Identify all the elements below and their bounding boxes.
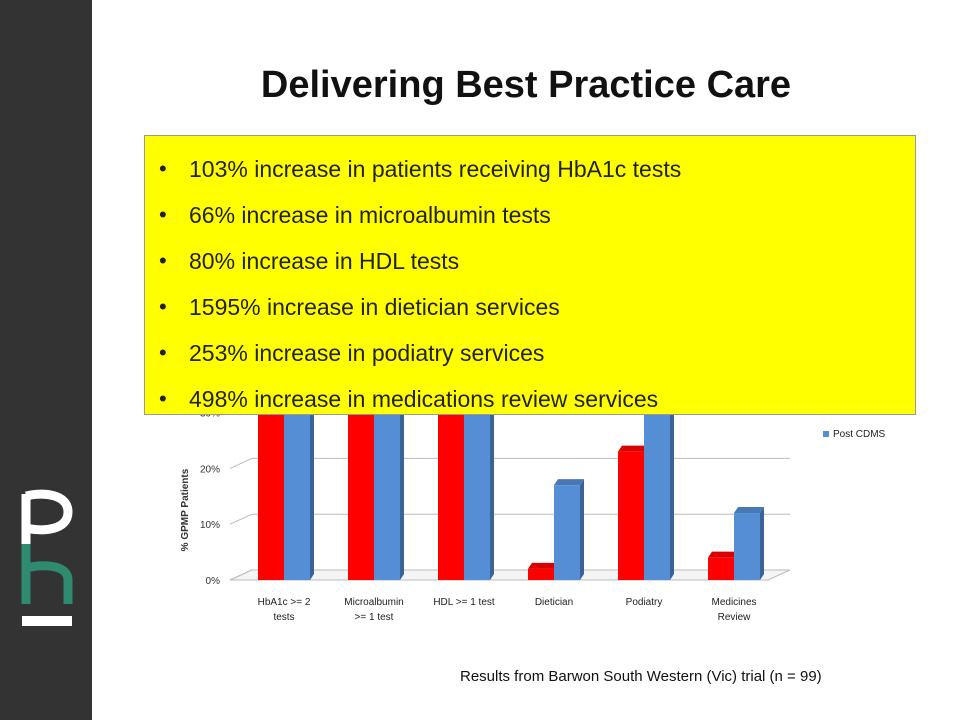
highlights-list: 103% increase in patients receiving HbA1… <box>145 136 915 422</box>
x-tick-label: >= 1 test <box>355 612 394 623</box>
bar <box>708 557 734 580</box>
gridline <box>229 513 253 525</box>
highlight-item: 80% increase in HDL tests <box>159 238 915 284</box>
slide-title: Delivering Best Practice Care <box>260 64 792 106</box>
bar-top <box>734 507 764 514</box>
bar-top <box>618 445 648 452</box>
x-tick-label: HbA1c >= 2 <box>258 597 311 608</box>
x-tick-label: Microalbumin <box>344 597 403 608</box>
x-tick-label: Review <box>718 612 752 623</box>
highlight-item: 103% increase in patients receiving HbA1… <box>159 146 915 192</box>
y-tick-label: 10% <box>200 520 220 531</box>
bar-top <box>528 562 558 569</box>
x-tick-label: tests <box>273 612 294 623</box>
highlight-item: 253% increase in podiatry services <box>159 330 915 376</box>
gridline <box>229 457 253 469</box>
highlight-item: 66% increase in microalbumin tests <box>159 192 915 238</box>
highlight-item: 498% increase in medications review serv… <box>159 376 915 422</box>
highlights-callout: 103% increase in patients receiving HbA1… <box>144 135 916 422</box>
sidebar <box>0 0 92 720</box>
bar-side <box>580 479 584 580</box>
y-tick-label: 0% <box>206 576 221 587</box>
bar <box>554 485 580 580</box>
bar-side <box>760 507 764 580</box>
results-footnote: Results from Barwon South Western (Vic) … <box>460 668 822 685</box>
legend-label: Post CDMS <box>833 429 886 440</box>
bar-top <box>708 551 738 558</box>
x-tick-label: Podiatry <box>626 597 663 608</box>
x-tick-label: HDL >= 1 test <box>433 597 495 608</box>
bar-side <box>670 406 674 580</box>
bar <box>618 451 644 580</box>
y-axis-label: % GPMP Patients <box>180 468 191 551</box>
bar-side <box>310 384 314 580</box>
ph-logo-icon <box>21 489 73 626</box>
bar <box>528 568 554 580</box>
bar-top <box>554 479 584 486</box>
legend-swatch <box>823 431 829 437</box>
bar-side <box>400 384 404 580</box>
bar <box>644 412 670 580</box>
x-tick-label: Medicines <box>711 597 756 608</box>
y-tick-label: 20% <box>200 464 220 475</box>
bar-side <box>490 384 494 580</box>
x-tick-label: Dietician <box>535 597 573 608</box>
highlight-item: 1595% increase in dietician services <box>159 284 915 330</box>
bar <box>734 513 760 580</box>
